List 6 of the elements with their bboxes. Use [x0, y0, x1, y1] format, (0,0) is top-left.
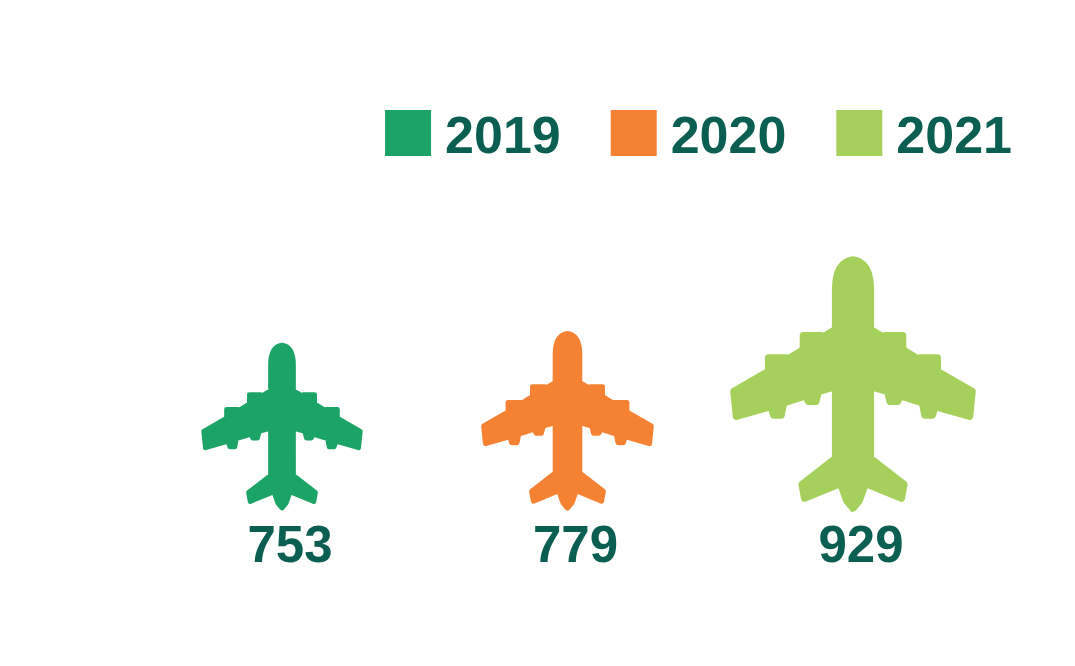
category-label: 2021: [896, 106, 1013, 164]
category-label: 2020: [670, 106, 787, 164]
category-label: 2019: [445, 106, 561, 164]
data-label: 753: [247, 516, 333, 573]
data-label: 779: [532, 516, 619, 573]
data-label: 929: [818, 516, 904, 573]
